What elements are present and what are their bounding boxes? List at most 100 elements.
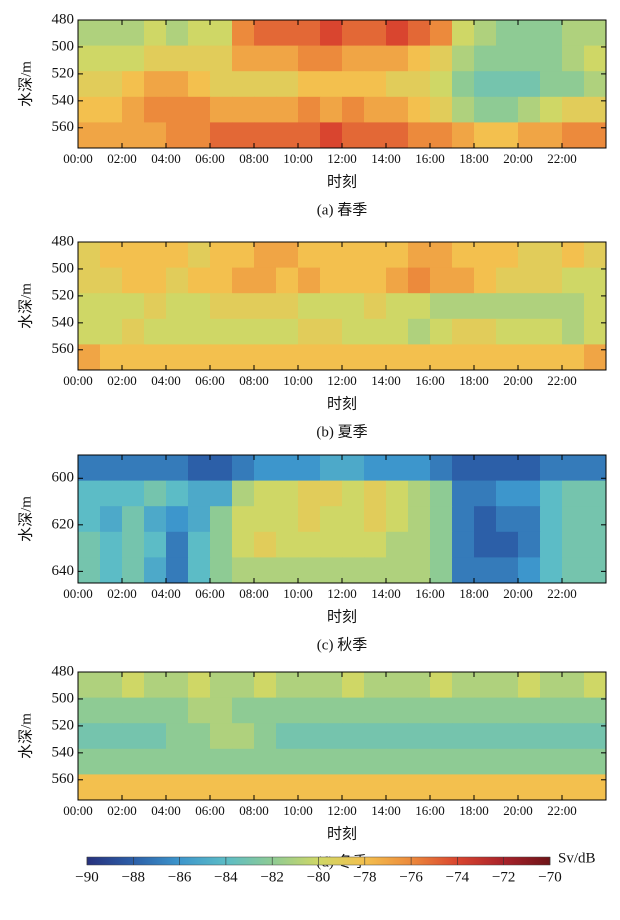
x-tick-label: 02:00 (107, 803, 137, 818)
heatmap-cell (276, 557, 299, 584)
heatmap-cell (540, 318, 563, 345)
heatmap-cell (254, 45, 277, 72)
heatmap-cell (518, 344, 541, 371)
heatmap-cell (342, 531, 365, 558)
y-tick-label: 520 (52, 287, 75, 303)
heatmap-cell (122, 774, 145, 801)
heatmap-cell (232, 293, 255, 320)
heatmap-cell (584, 455, 607, 482)
x-tick-label: 12:00 (327, 151, 357, 166)
heatmap-cell (210, 697, 233, 724)
heatmap-cell (166, 748, 189, 775)
heatmap-cell (144, 748, 167, 775)
heatmap-cell (364, 455, 387, 482)
heatmap-cell (518, 480, 541, 507)
x-tick-label: 14:00 (371, 151, 401, 166)
heatmap-cell (276, 318, 299, 345)
heatmap-cell (100, 774, 123, 801)
heatmap-cell (122, 242, 145, 269)
x-tick-label: 18:00 (459, 373, 489, 388)
x-tick-label: 22:00 (547, 373, 577, 388)
heatmap-cell (276, 293, 299, 320)
heatmap-cell (100, 293, 123, 320)
heatmap-cell (452, 748, 475, 775)
heatmap-cell (210, 506, 233, 533)
heatmap-cell (452, 267, 475, 294)
heatmap-cell (540, 506, 563, 533)
heatmap-cell (298, 723, 321, 750)
x-tick-label: 18:00 (459, 586, 489, 601)
y-axis-label: 水深/m (17, 283, 34, 329)
heatmap-cell (298, 774, 321, 801)
heatmap-cell (562, 697, 585, 724)
heatmap-cell (122, 344, 145, 371)
heatmap-cell (78, 774, 101, 801)
heatmap-cell (540, 531, 563, 558)
x-tick-label: 04:00 (151, 151, 181, 166)
x-tick-label: 20:00 (503, 586, 533, 601)
heatmap-cell (364, 267, 387, 294)
heatmap-cell (386, 318, 409, 345)
heatmap-cell (364, 122, 387, 149)
heatmap-cell (78, 122, 101, 149)
heatmap-cell (232, 71, 255, 98)
heatmap-cell (364, 531, 387, 558)
heatmap-cell (474, 45, 497, 72)
heatmap-cell (276, 267, 299, 294)
heatmap-cell (188, 723, 211, 750)
x-tick-label: 00:00 (63, 803, 93, 818)
heatmap-cell (320, 723, 343, 750)
heatmap-cell (166, 697, 189, 724)
heatmap-cell (452, 506, 475, 533)
heatmap-cell (188, 506, 211, 533)
heatmap-cell (276, 45, 299, 72)
heatmap-cell (408, 242, 431, 269)
x-tick-label: 18:00 (459, 803, 489, 818)
heatmap-cell (100, 723, 123, 750)
heatmap-cell (540, 480, 563, 507)
heatmap-cell (364, 774, 387, 801)
heatmap-cell (584, 672, 607, 699)
y-tick-label: 600 (52, 470, 75, 486)
heatmap-cell (100, 96, 123, 123)
heatmap-cell (122, 557, 145, 584)
heatmap-cell (386, 293, 409, 320)
heatmap-cell (540, 672, 563, 699)
heatmap-cell (188, 122, 211, 149)
heatmap-cell (540, 723, 563, 750)
heatmap-cell (320, 506, 343, 533)
heatmap-cell (276, 242, 299, 269)
heatmap-cell (78, 748, 101, 775)
heatmap-cell (386, 45, 409, 72)
heatmap-cell (342, 20, 365, 47)
heatmap-cell (584, 344, 607, 371)
heatmap-cell (144, 455, 167, 482)
heatmap-cell (78, 723, 101, 750)
heatmap-cell (78, 267, 101, 294)
heatmap-cell (254, 506, 277, 533)
heatmap-cell (518, 71, 541, 98)
heatmap-cell (342, 557, 365, 584)
heatmap-cell (386, 774, 409, 801)
colorbar-label: Sv/dB (558, 850, 596, 866)
heatmap-cell (122, 293, 145, 320)
heatmap-cell (452, 774, 475, 801)
heatmap-cell (144, 45, 167, 72)
caption: (a) 春季 (317, 201, 367, 218)
heatmap-cell (276, 122, 299, 149)
heatmap-cell (188, 531, 211, 558)
heatmap-cell (584, 480, 607, 507)
heatmap-cell (276, 774, 299, 801)
heatmap-cell (540, 20, 563, 47)
heatmap-cell (144, 267, 167, 294)
heatmap-cell (144, 697, 167, 724)
heatmap-cell (430, 20, 453, 47)
heatmap-cell (320, 242, 343, 269)
heatmap-cell (518, 122, 541, 149)
heatmap-cell (166, 45, 189, 72)
heatmap-cell (166, 506, 189, 533)
heatmap-cell (562, 455, 585, 482)
heatmap-cell (584, 20, 607, 47)
heatmap-cell (78, 344, 101, 371)
heatmap-cell (276, 672, 299, 699)
